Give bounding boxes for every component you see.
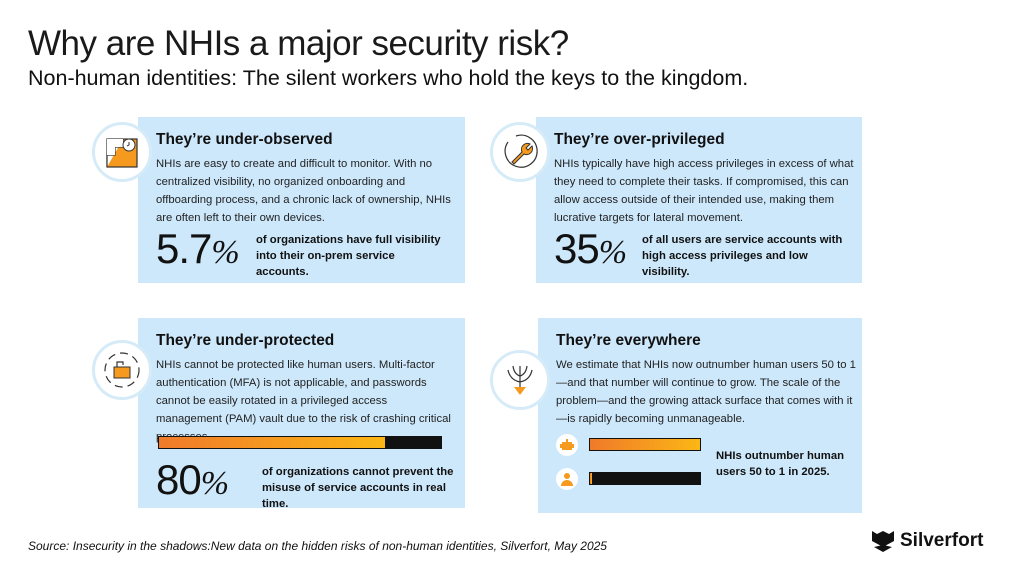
human-bar (589, 472, 701, 485)
progress-bar (158, 436, 442, 449)
card-title: They’re over-privileged (554, 131, 725, 148)
card-body: NHIs cannot be protected like human user… (156, 359, 451, 443)
stairs-clock-icon (92, 122, 152, 182)
card-everywhere: They’re everywhere We estimate that NHIs… (538, 318, 862, 513)
source-citation: Source: Insecurity in the shadows:New da… (28, 539, 607, 553)
card-title: They’re under-observed (156, 131, 333, 148)
card-title: They’re everywhere (556, 332, 701, 349)
person-icon (556, 468, 578, 490)
stat-value: 80% (156, 456, 229, 503)
stat-text: of organizations have full visibility in… (256, 234, 441, 278)
nhi-bar-fill (590, 439, 700, 450)
card-body: We estimate that NHIs now outnumber huma… (556, 359, 856, 425)
stat-text: NHIs outnumber human users 50 to 1 in 20… (716, 450, 845, 478)
card-body: NHIs are easy to create and difficult to… (156, 158, 451, 224)
human-bar-fill (590, 473, 593, 484)
stat-text: of organizations cannot prevent the misu… (262, 466, 454, 510)
brand-name: Silverfort (900, 530, 984, 551)
silverfort-logo: Silverfort (872, 529, 983, 553)
nhi-bar (589, 438, 701, 451)
page-title: Why are NHIs a major security risk? (28, 24, 569, 63)
progress-fill (159, 437, 385, 448)
card-under-observed: They’re under-observed NHIs are easy to … (138, 117, 465, 283)
stat-text: of all users are service accounts with h… (642, 234, 843, 278)
unlocked-padlock-icon (92, 340, 152, 400)
robot-icon (556, 434, 578, 456)
card-body: NHIs typically have high access privileg… (554, 158, 854, 224)
branching-arrow-icon (490, 350, 550, 410)
stat-value: 5.7% (156, 225, 240, 272)
card-under-protected: They’re under-protected NHIs cannot be p… (138, 318, 465, 510)
card-over-privileged: They’re over-privileged NHIs typically h… (536, 117, 862, 283)
page-subtitle: Non-human identities: The silent workers… (28, 66, 749, 90)
silverfort-logo-icon (872, 531, 894, 552)
wrench-icon (490, 122, 550, 182)
stat-value: 35% (554, 225, 627, 272)
card-title: They’re under-protected (156, 332, 335, 349)
